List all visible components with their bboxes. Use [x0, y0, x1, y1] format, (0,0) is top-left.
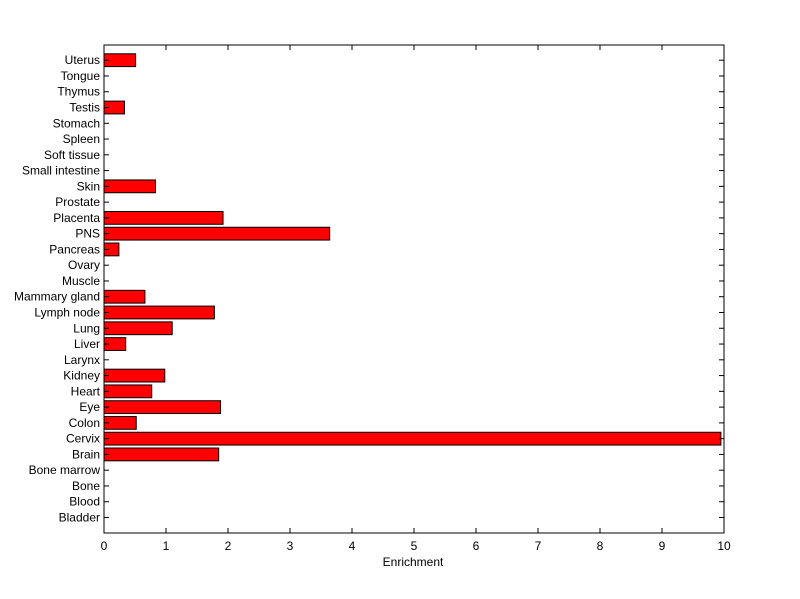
bar: [103, 305, 215, 320]
bar: [103, 384, 153, 399]
y-tick-label: Muscle: [62, 274, 100, 288]
y-tick-label: Eye: [79, 400, 100, 414]
y-tick-label: Kidney: [63, 369, 100, 383]
x-tick-label: 1: [163, 539, 170, 553]
y-tick-label: Bone: [72, 479, 100, 493]
x-tick-label: 9: [659, 539, 666, 553]
bar: [103, 368, 166, 383]
y-tick-label: Skin: [77, 179, 100, 193]
bar: [103, 400, 222, 415]
y-tick-label: Bladder: [59, 511, 100, 525]
y-tick-label: Tongue: [61, 69, 101, 83]
x-tick-label: 8: [597, 539, 604, 553]
x-tick-label: 2: [225, 539, 232, 553]
bar: [103, 179, 156, 194]
x-axis: 0 1 2 3 4 5 6 7 8 9 10: [101, 45, 731, 553]
bar: [103, 447, 220, 462]
bar: [103, 431, 722, 446]
y-tick-label: Lymph node: [34, 306, 100, 320]
y-tick-label: Soft tissue: [44, 148, 100, 162]
y-tick-label: Testis: [69, 101, 100, 115]
x-tick-label: 7: [535, 539, 542, 553]
y-tick-label: Prostate: [55, 195, 100, 209]
y-tick-label: Placenta: [53, 211, 100, 225]
bar: [103, 289, 146, 304]
y-tick-label: Colon: [69, 416, 100, 430]
y-tick-label: Lung: [73, 321, 100, 335]
y-tick-label: Pancreas: [49, 242, 100, 256]
y-tick-label: Small intestine: [22, 164, 100, 178]
bar: [103, 226, 331, 241]
y-tick-label: Blood: [69, 495, 100, 509]
x-tick-label: 10: [717, 539, 731, 553]
x-tick-label: 3: [287, 539, 294, 553]
bar: [103, 321, 173, 336]
x-tick-label: 0: [101, 539, 108, 553]
y-tick-label: Uterus: [65, 53, 100, 67]
y-tick-label: Brain: [72, 447, 100, 461]
x-axis-label: Enrichment: [383, 555, 444, 569]
y-tick-label: Thymus: [57, 85, 100, 99]
bars-group: [103, 53, 722, 462]
y-tick-label: Cervix: [66, 432, 100, 446]
y-tick-label: Heart: [71, 384, 101, 398]
y-tick-label: Mammary gland: [14, 290, 100, 304]
y-tick-label: Ovary: [68, 258, 100, 272]
y-tick-label: Liver: [74, 337, 100, 351]
x-tick-label: 5: [411, 539, 418, 553]
x-tick-label: 4: [349, 539, 356, 553]
bar: [103, 210, 224, 225]
y-tick-label: Bone marrow: [29, 463, 101, 477]
x-tick-label: 6: [473, 539, 480, 553]
y-tick-label: Stomach: [53, 116, 100, 130]
y-tick-label: Larynx: [64, 353, 100, 367]
y-tick-label: Spleen: [63, 132, 100, 146]
y-tick-label: PNS: [75, 227, 100, 241]
